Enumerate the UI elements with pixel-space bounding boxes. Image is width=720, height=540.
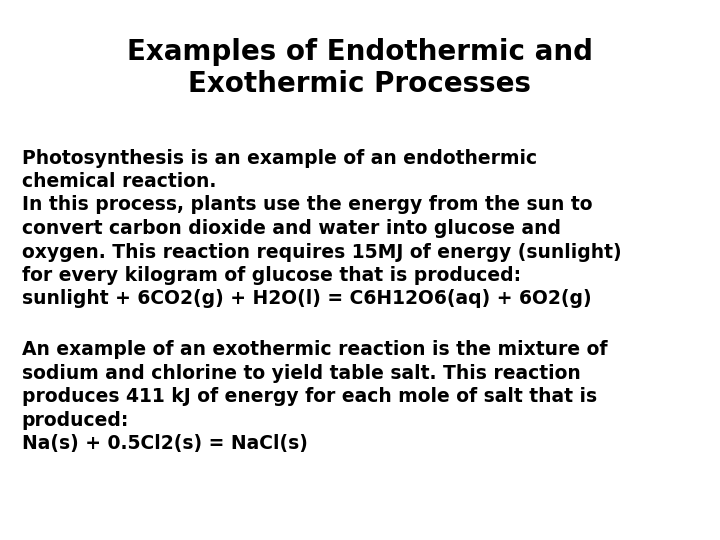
Text: Examples of Endothermic and
Exothermic Processes: Examples of Endothermic and Exothermic P…: [127, 38, 593, 98]
Text: An example of an exothermic reaction is the mixture of
sodium and chlorine to yi: An example of an exothermic reaction is …: [22, 340, 607, 453]
Text: Photosynthesis is an example of an endothermic
chemical reaction.
In this proces: Photosynthesis is an example of an endot…: [22, 148, 621, 308]
